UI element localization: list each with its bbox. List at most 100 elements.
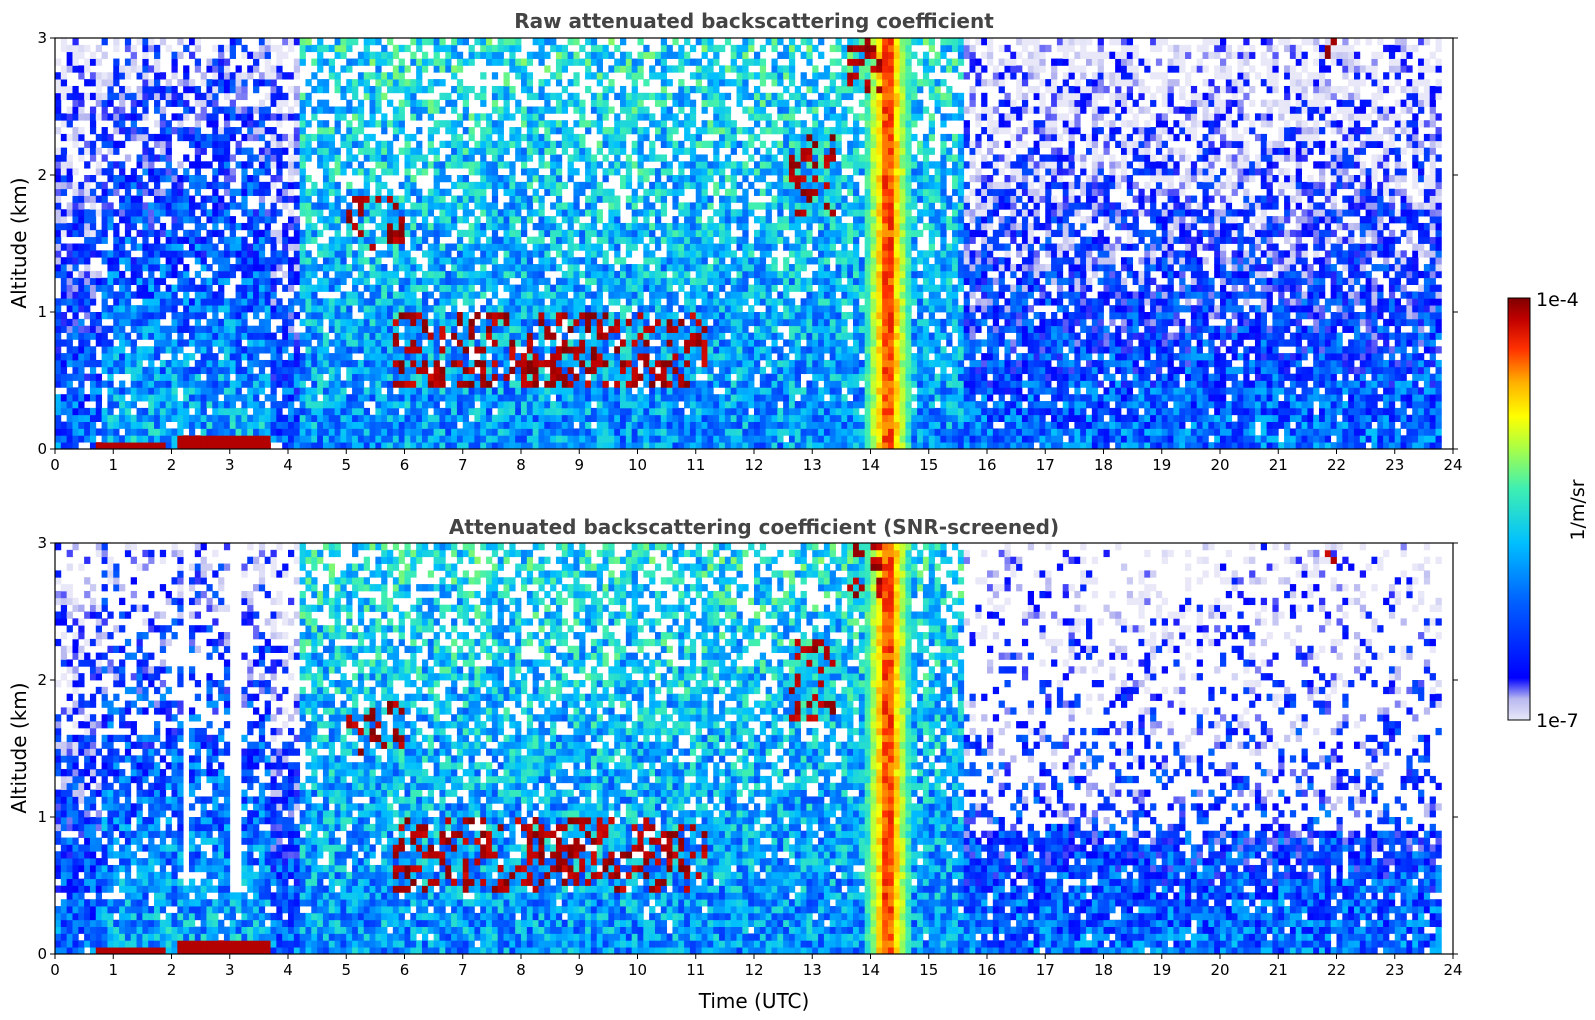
heatmap-cell [346,298,353,306]
heatmap-cell [608,401,615,409]
heatmap-cell [165,140,172,148]
heatmap-cell [188,401,196,409]
heatmap-cell [258,38,266,46]
heatmap-cell [526,181,534,190]
heatmap-cell [212,359,219,368]
heatmap-cell [625,270,633,279]
heatmap-cell [550,346,557,354]
heatmap-cell [486,168,493,176]
heatmap-cell [194,175,202,183]
heatmap-cell [148,243,155,251]
heatmap-cell [247,414,254,422]
heatmap-cell [585,291,592,299]
heatmap-cell [637,346,644,354]
heatmap-cell [328,188,336,196]
heatmap-cell [119,325,126,333]
heatmap-cell [218,380,225,388]
heatmap-cell [288,181,295,190]
heatmap-cell [119,312,126,320]
heatmap-cell [270,298,277,306]
heatmap-cell [352,442,359,449]
heatmap-cell [550,188,557,196]
heatmap-cell [381,51,388,59]
heatmap-cell [258,216,266,224]
heatmap-cell [101,79,108,87]
heatmap-cell [165,270,172,279]
heatmap-cell [142,387,149,395]
heatmap-cell [462,277,469,285]
heatmap-cell [555,229,563,238]
heatmap-cell [183,359,190,368]
heatmap-cell [311,305,318,313]
heatmap-cell [497,106,504,114]
heatmap-cell [154,209,161,217]
heatmap-cell [480,291,487,299]
heatmap-cell [427,243,435,251]
heatmap-cell [410,147,417,155]
heatmap-cell [218,133,225,142]
heatmap-cell [567,79,574,87]
heatmap-cell [404,407,411,416]
heatmap-cell [276,257,283,265]
heatmap-cell [154,65,161,73]
heatmap-cell [503,442,510,449]
heatmap-cell [363,209,370,217]
heatmap-cell [486,113,493,121]
heatmap-cell [311,442,318,449]
heatmap-cell [521,394,528,402]
heatmap-cell [521,339,528,347]
heatmap-cell [78,113,85,121]
heatmap-cell [398,229,405,238]
heatmap-cell [89,366,97,375]
heatmap-cell [526,58,534,66]
heatmap-cell [637,133,644,142]
heatmap-cell [561,133,569,142]
heatmap-cell [241,168,248,176]
heatmap-cell [515,428,522,436]
heatmap-cell [643,339,650,347]
heatmap-cell [416,407,423,416]
heatmap-cell [538,113,545,121]
heatmap-cell [171,65,178,73]
heatmap-cell [538,366,545,375]
heatmap-cell [381,284,388,292]
heatmap-cell [101,154,108,162]
heatmap-cell [416,373,423,381]
heatmap-cell [60,291,68,299]
heatmap-cell [154,421,161,429]
heatmap-cell [567,229,574,238]
heatmap-cell [235,202,242,210]
heatmap-cell [188,133,196,142]
heatmap-cell [486,305,493,313]
heatmap-cell [328,222,336,231]
heatmap-cell [101,127,108,135]
heatmap-cell [66,133,73,142]
heatmap-cell [637,229,644,238]
heatmap-cell [107,305,114,313]
heatmap-cell [649,257,656,265]
heatmap-cell [497,380,504,388]
heatmap-cell [148,435,155,443]
heatmap-cell [357,72,365,80]
heatmap-cell [212,387,219,395]
heatmap-cell [573,140,580,148]
heatmap-cell [282,161,289,169]
heatmap-cell [375,264,382,272]
heatmap-cell [84,209,91,217]
heatmap-cell [89,353,97,361]
heatmap-cell [194,113,202,121]
heatmap-cell [89,284,97,292]
heatmap-cell [340,332,347,340]
heatmap-cell [299,120,306,128]
heatmap-cell [183,133,190,142]
heatmap-cell [352,421,359,429]
heatmap-cell [229,359,236,368]
heatmap-cell [299,161,306,169]
heatmap-cell [124,222,132,231]
heatmap-cell [89,229,97,238]
heatmap-cell [124,92,132,101]
heatmap-cell [188,250,196,258]
heatmap-cell [398,120,405,128]
heatmap-cell [550,291,557,299]
heatmap-cell [305,38,312,46]
